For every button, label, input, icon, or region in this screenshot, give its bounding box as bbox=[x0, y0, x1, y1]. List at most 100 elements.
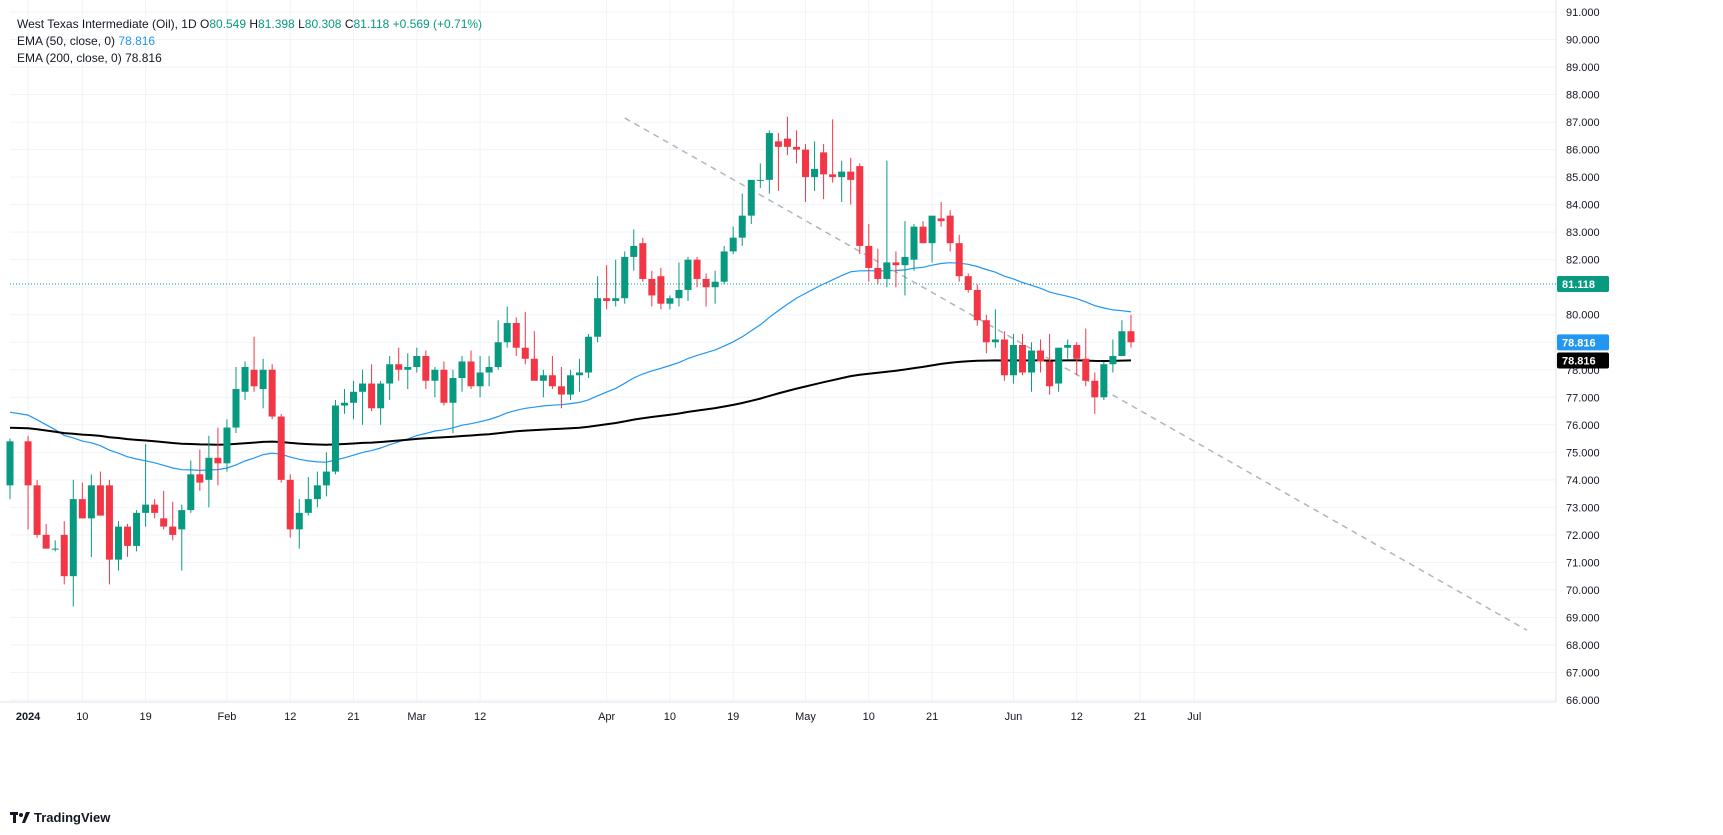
candle-body bbox=[133, 512, 141, 546]
candle-body bbox=[928, 215, 936, 244]
ema50-row[interactable]: EMA (50, close, 0) 78.816 bbox=[17, 33, 482, 50]
symbol-name[interactable]: West Texas Intermediate (Oil), 1D bbox=[17, 17, 197, 31]
x-tick-label: Jul bbox=[1187, 711, 1201, 723]
y-tick-label: 85.000 bbox=[1566, 172, 1600, 184]
candle-body bbox=[874, 267, 882, 279]
candle-body bbox=[603, 298, 611, 301]
candle-body bbox=[359, 383, 367, 392]
candle-body bbox=[1064, 344, 1072, 348]
candle-body bbox=[485, 367, 493, 373]
candle-body bbox=[467, 361, 475, 387]
last-price-tag-bg bbox=[1557, 275, 1609, 292]
candle-body bbox=[350, 391, 358, 403]
candle-body bbox=[78, 499, 86, 519]
candle-body bbox=[87, 485, 95, 519]
ema200-line bbox=[9, 359, 1132, 446]
candle-body bbox=[557, 386, 565, 395]
change-value: +0.569 (+0.71%) bbox=[392, 17, 483, 31]
candle-body bbox=[178, 510, 186, 530]
y-tick-label: 86.000 bbox=[1566, 145, 1600, 157]
y-tick-label: 87.000 bbox=[1566, 117, 1600, 129]
x-tick-label: Apr bbox=[598, 711, 615, 723]
candle-body bbox=[304, 499, 312, 513]
candle-body bbox=[702, 278, 710, 288]
candle-body bbox=[476, 372, 484, 387]
y-tick-label: 88.000 bbox=[1566, 90, 1600, 102]
candle-body bbox=[151, 504, 159, 513]
candle-body bbox=[675, 289, 683, 299]
symbol-row: West Texas Intermediate (Oil), 1D O80.54… bbox=[17, 16, 482, 33]
candle-body bbox=[847, 171, 855, 180]
candle-body bbox=[368, 383, 376, 409]
candle-body bbox=[114, 526, 122, 560]
candle-body bbox=[512, 322, 520, 348]
ema200-row[interactable]: EMA (200, close, 0) 78.816 bbox=[17, 50, 482, 67]
candle-body bbox=[693, 259, 701, 279]
candle-body bbox=[811, 168, 819, 178]
ema200-label: EMA (200, close, 0) bbox=[17, 51, 122, 65]
candle-body bbox=[1009, 344, 1017, 376]
candle-body bbox=[205, 457, 213, 480]
candle-body bbox=[747, 179, 755, 216]
candle-body bbox=[395, 364, 403, 370]
candle-body bbox=[277, 416, 285, 480]
x-tick-label: 19 bbox=[139, 711, 151, 723]
x-tick-label: 12 bbox=[1071, 711, 1083, 723]
tradingview-logo[interactable]: TradingView bbox=[10, 810, 110, 825]
y-tick-label: 69.000 bbox=[1566, 612, 1600, 624]
candle-body bbox=[964, 276, 972, 290]
candle-body bbox=[1037, 350, 1045, 362]
y-tick-label: 84.000 bbox=[1566, 200, 1600, 212]
candle-body bbox=[286, 479, 294, 530]
high-value: 81.398 bbox=[258, 17, 295, 31]
tradingview-logo-icon bbox=[10, 812, 30, 823]
x-tick-label: 21 bbox=[1134, 711, 1146, 723]
candle-body bbox=[548, 375, 556, 387]
y-tick-label: 89.000 bbox=[1566, 62, 1600, 74]
chart-legend: West Texas Intermediate (Oil), 1D O80.54… bbox=[17, 16, 482, 67]
candle-body bbox=[503, 322, 511, 343]
candle-body bbox=[386, 364, 394, 384]
x-tick-label: 10 bbox=[76, 711, 88, 723]
ema50-price-tag: 78.816 bbox=[1562, 337, 1596, 349]
candle-body bbox=[576, 372, 584, 376]
candle-body bbox=[738, 215, 746, 238]
ema50-value: 78.816 bbox=[118, 34, 156, 48]
candle-body bbox=[892, 262, 900, 266]
candle-body bbox=[1109, 356, 1117, 365]
candle-body bbox=[187, 474, 195, 511]
candle-body bbox=[883, 262, 891, 279]
trendline bbox=[624, 117, 1528, 631]
x-tick-label: 12 bbox=[284, 711, 296, 723]
y-tick-label: 67.000 bbox=[1566, 667, 1600, 679]
candle-body bbox=[449, 378, 457, 403]
x-tick-label: 12 bbox=[474, 711, 486, 723]
candle-body bbox=[820, 152, 828, 175]
y-tick-label: 91.000 bbox=[1566, 7, 1600, 19]
y-tick-label: 73.000 bbox=[1566, 502, 1600, 514]
x-tick-label: May bbox=[795, 711, 816, 723]
x-tick-label: 19 bbox=[727, 711, 739, 723]
candle-body bbox=[539, 375, 547, 381]
candle-body bbox=[919, 226, 927, 244]
candle-body bbox=[413, 356, 421, 368]
candle-body bbox=[142, 504, 150, 513]
candle-body bbox=[295, 512, 303, 530]
candle-body bbox=[774, 141, 782, 147]
candle-body bbox=[937, 218, 945, 222]
candle-body bbox=[865, 245, 873, 268]
candle-body bbox=[24, 441, 32, 486]
candle-body bbox=[1127, 331, 1135, 343]
candle-body bbox=[621, 256, 629, 299]
candle-body bbox=[232, 389, 240, 428]
ema200-value: 78.816 bbox=[125, 51, 162, 65]
candle-body bbox=[684, 259, 692, 290]
candle-body bbox=[160, 518, 168, 527]
y-tick-label: 80.000 bbox=[1566, 310, 1600, 322]
candle-body bbox=[955, 243, 963, 277]
candle-body bbox=[1100, 364, 1108, 398]
candle-body bbox=[521, 347, 529, 359]
candle-body bbox=[340, 402, 348, 406]
candle-body bbox=[648, 278, 656, 296]
